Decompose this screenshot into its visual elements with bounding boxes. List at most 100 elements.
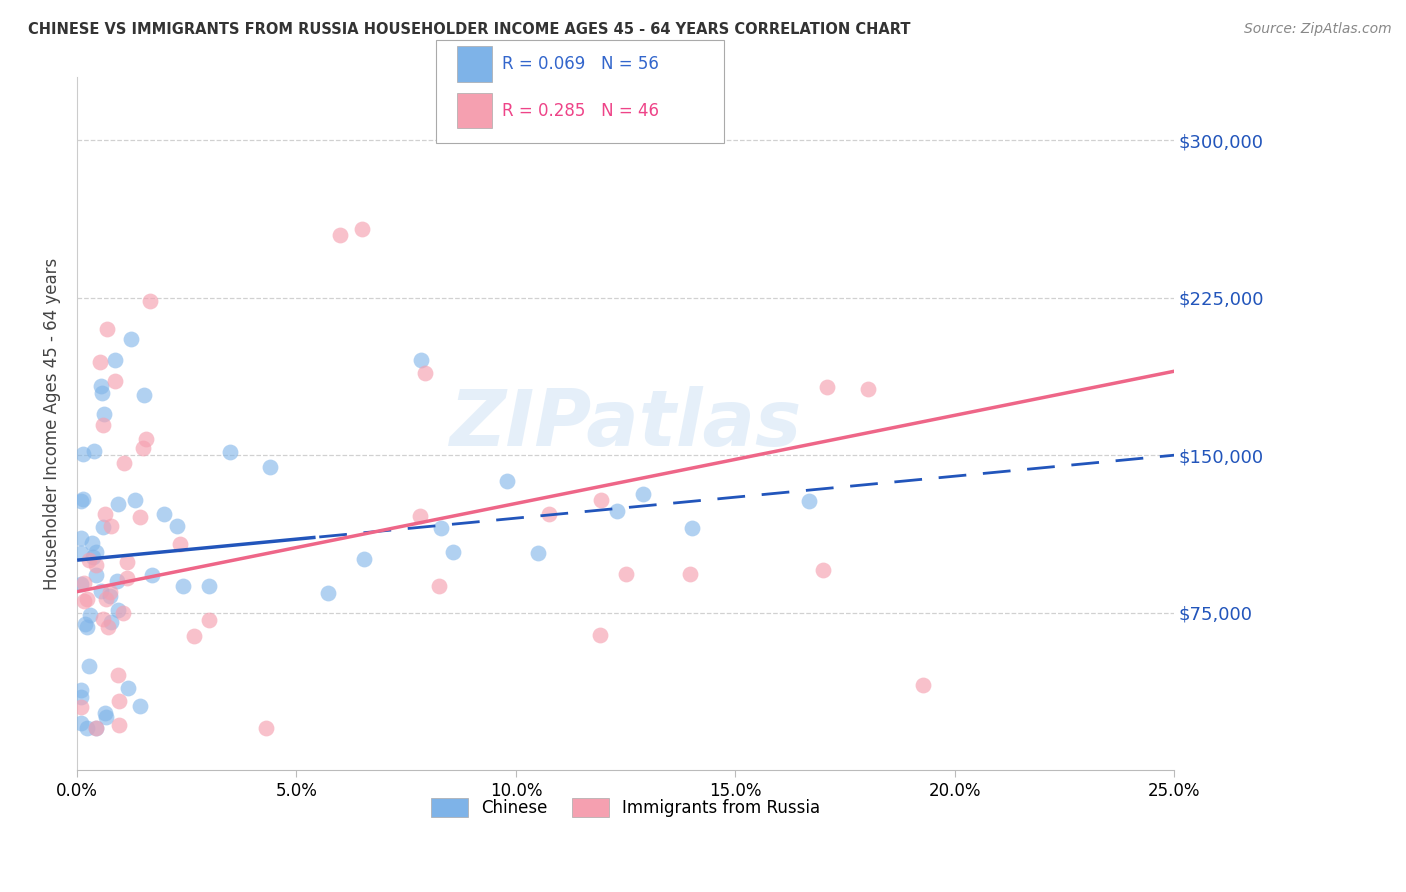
Point <box>135 433 157 447</box>
Point <box>856 382 879 396</box>
Point <box>75 616 97 631</box>
Point <box>98 589 121 603</box>
Point <box>98 585 121 599</box>
Point <box>70 682 93 697</box>
Point <box>91 612 114 626</box>
Point <box>329 227 352 242</box>
Point <box>100 519 122 533</box>
Point <box>141 568 163 582</box>
Point <box>70 493 93 508</box>
Point <box>83 444 105 458</box>
Point <box>441 545 464 559</box>
Point <box>94 710 117 724</box>
Point <box>526 546 548 560</box>
Point <box>90 385 112 400</box>
Point <box>73 576 96 591</box>
Text: R = 0.069   N = 56: R = 0.069 N = 56 <box>502 54 659 72</box>
Point <box>96 591 118 606</box>
Point <box>97 619 120 633</box>
Point <box>107 718 129 732</box>
Point <box>77 552 100 566</box>
Text: ZIPatlas: ZIPatlas <box>450 385 801 462</box>
Point <box>82 549 104 564</box>
Point <box>117 681 139 695</box>
Point <box>96 322 118 336</box>
Text: CHINESE VS IMMIGRANTS FROM RUSSIA HOUSEHOLDER INCOME AGES 45 - 64 YEARS CORRELAT: CHINESE VS IMMIGRANTS FROM RUSSIA HOUSEH… <box>28 22 911 37</box>
Point <box>70 700 93 714</box>
Point <box>681 520 703 534</box>
Point <box>183 629 205 643</box>
Point <box>84 568 107 582</box>
Point <box>152 507 174 521</box>
Point <box>77 659 100 673</box>
Point <box>70 690 93 704</box>
Point <box>815 379 838 393</box>
Point <box>496 474 519 488</box>
Point <box>72 447 94 461</box>
Point <box>89 355 111 369</box>
Text: Source: ZipAtlas.com: Source: ZipAtlas.com <box>1244 22 1392 37</box>
Point <box>589 628 612 642</box>
Point <box>107 603 129 617</box>
Point <box>90 584 112 599</box>
Point <box>70 577 93 591</box>
Point <box>86 545 108 559</box>
Point <box>91 417 114 432</box>
Point <box>105 574 128 588</box>
Point <box>104 353 127 368</box>
Point <box>90 378 112 392</box>
Point <box>352 221 374 235</box>
Point <box>70 546 93 560</box>
Point <box>218 444 240 458</box>
Text: R = 0.285   N = 46: R = 0.285 N = 46 <box>502 102 659 120</box>
Point <box>429 579 451 593</box>
Point <box>631 487 654 501</box>
Point <box>120 332 142 346</box>
Point <box>73 593 96 607</box>
Point <box>79 607 101 622</box>
Point <box>409 508 432 523</box>
Point <box>76 721 98 735</box>
Point <box>103 374 125 388</box>
Point <box>797 493 820 508</box>
Point <box>107 497 129 511</box>
Point <box>606 504 628 518</box>
Point <box>128 699 150 714</box>
Point <box>166 518 188 533</box>
Point <box>353 551 375 566</box>
Point <box>76 591 98 606</box>
Point <box>76 620 98 634</box>
Point <box>138 294 160 309</box>
Point <box>197 579 219 593</box>
Point <box>91 519 114 533</box>
Point <box>115 571 138 585</box>
Point <box>172 579 194 593</box>
Point <box>912 678 935 692</box>
Point <box>132 388 155 402</box>
Point <box>84 558 107 573</box>
Point <box>254 721 277 735</box>
Point <box>811 563 834 577</box>
Point <box>84 721 107 735</box>
Y-axis label: Householder Income Ages 45 - 64 years: Householder Income Ages 45 - 64 years <box>44 258 60 590</box>
Point <box>93 706 115 720</box>
Point <box>107 668 129 682</box>
Legend: Chinese, Immigrants from Russia: Chinese, Immigrants from Russia <box>425 791 827 824</box>
Point <box>132 441 155 455</box>
Point <box>112 606 135 620</box>
Point <box>70 715 93 730</box>
Point <box>100 615 122 629</box>
Point <box>82 536 104 550</box>
Point <box>108 693 131 707</box>
Point <box>259 459 281 474</box>
Point <box>197 613 219 627</box>
Point <box>409 353 432 368</box>
Point <box>429 521 451 535</box>
Point <box>413 366 436 380</box>
Point <box>93 407 115 421</box>
Point <box>124 493 146 508</box>
Point <box>129 509 152 524</box>
Point <box>72 492 94 507</box>
Point <box>169 537 191 551</box>
Point <box>70 532 93 546</box>
